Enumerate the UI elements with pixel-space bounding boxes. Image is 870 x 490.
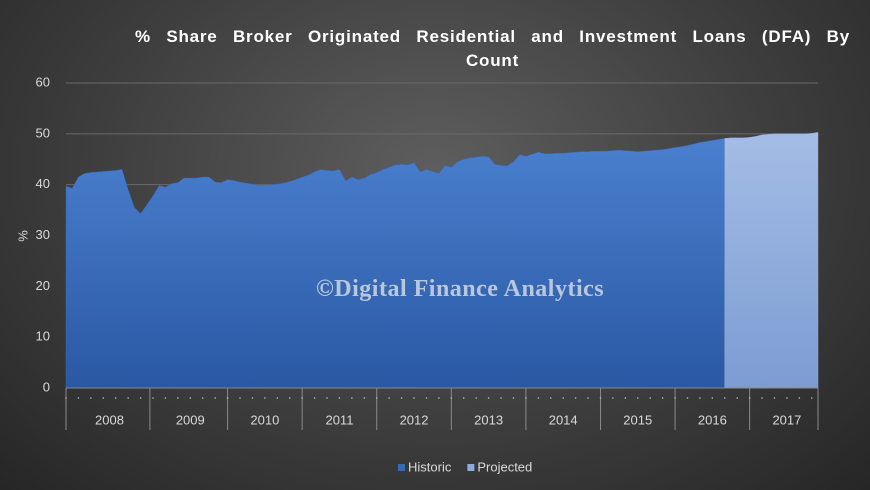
x-minor-tick bbox=[201, 397, 204, 399]
x-minor-tick bbox=[736, 397, 739, 399]
x-minor-tick bbox=[65, 397, 67, 399]
y-tick-label: 0 bbox=[43, 379, 50, 394]
x-minor-tick bbox=[189, 397, 192, 399]
x-minor-tick bbox=[226, 397, 229, 399]
x-minor-tick bbox=[214, 397, 216, 399]
x-minor-tick bbox=[587, 397, 589, 399]
x-minor-tick bbox=[251, 397, 254, 399]
x-minor-tick bbox=[264, 397, 266, 399]
y-tick-label: 60 bbox=[36, 74, 50, 89]
x-minor-tick bbox=[723, 397, 726, 399]
x-tick-label: 2008 bbox=[95, 412, 124, 427]
x-minor-tick bbox=[139, 397, 142, 399]
x-minor-tick bbox=[177, 397, 179, 399]
x-tick-label: 2010 bbox=[250, 412, 279, 427]
x-minor-tick bbox=[674, 397, 676, 399]
x-minor-tick bbox=[127, 397, 129, 399]
x-minor-tick bbox=[786, 397, 788, 399]
x-minor-tick bbox=[338, 397, 341, 399]
x-minor-tick bbox=[562, 397, 564, 399]
x-minor-tick bbox=[612, 397, 614, 399]
x-minor-tick bbox=[425, 397, 428, 399]
x-minor-tick bbox=[326, 397, 328, 399]
x-minor-tick bbox=[487, 397, 490, 399]
x-tick-label: 2015 bbox=[623, 412, 652, 427]
x-minor-tick bbox=[351, 397, 353, 399]
x-minor-tick bbox=[77, 397, 80, 399]
y-tick-label: 10 bbox=[36, 329, 50, 344]
x-minor-tick bbox=[549, 397, 552, 399]
x-minor-tick bbox=[239, 397, 241, 399]
x-minor-tick bbox=[114, 397, 117, 399]
x-minor-tick bbox=[400, 397, 403, 399]
x-minor-tick bbox=[761, 397, 763, 399]
x-minor-tick bbox=[525, 397, 527, 399]
x-minor-tick bbox=[450, 397, 453, 399]
x-minor-tick bbox=[773, 397, 776, 399]
legend-label: Projected bbox=[477, 459, 532, 474]
x-minor-tick bbox=[512, 397, 515, 399]
y-tick-label: 30 bbox=[36, 227, 50, 242]
x-minor-tick bbox=[599, 397, 602, 399]
x-tick-label: 2012 bbox=[400, 412, 429, 427]
x-minor-tick bbox=[375, 397, 378, 399]
watermark: ©Digital Finance Analytics bbox=[315, 276, 605, 302]
x-minor-tick bbox=[301, 397, 303, 399]
x-minor-tick bbox=[661, 397, 664, 399]
x-minor-tick bbox=[388, 397, 390, 399]
x-minor-tick bbox=[313, 397, 316, 399]
area bbox=[724, 132, 819, 389]
x-minor-tick bbox=[413, 397, 415, 399]
x-minor-tick bbox=[798, 397, 801, 399]
x-minor-tick bbox=[102, 397, 105, 399]
x-minor-tick bbox=[288, 397, 291, 399]
x-minor-tick bbox=[276, 397, 279, 399]
x-minor-tick bbox=[699, 397, 701, 399]
x-minor-tick bbox=[363, 397, 366, 399]
x-tick-label: 2014 bbox=[549, 412, 578, 427]
x-minor-tick bbox=[537, 397, 540, 399]
x-minor-tick bbox=[686, 397, 689, 399]
area bbox=[65, 138, 726, 389]
legend-label: Historic bbox=[408, 459, 452, 474]
x-minor-tick bbox=[500, 397, 502, 399]
x-minor-tick bbox=[636, 397, 639, 399]
x-tick-label: 2013 bbox=[474, 412, 503, 427]
x-minor-tick bbox=[649, 397, 651, 399]
y-tick-label: 20 bbox=[36, 278, 50, 293]
x-minor-tick bbox=[90, 397, 92, 399]
legend-swatch bbox=[467, 464, 475, 471]
x-minor-tick bbox=[462, 397, 465, 399]
x-tick-label: 2016 bbox=[698, 412, 727, 427]
x-minor-tick bbox=[711, 397, 714, 399]
x-tick-label: 2009 bbox=[176, 412, 205, 427]
y-tick-label: 50 bbox=[36, 125, 50, 140]
x-minor-tick bbox=[624, 397, 627, 399]
x-minor-tick bbox=[164, 397, 167, 399]
y-tick-label: 40 bbox=[36, 176, 50, 191]
x-tick-label: 2017 bbox=[772, 412, 801, 427]
x-tick-label: 2011 bbox=[325, 412, 353, 427]
x-minor-tick bbox=[574, 397, 577, 399]
x-minor-tick bbox=[810, 397, 813, 399]
chart-title: % Share Broker Originated Residential an… bbox=[135, 27, 850, 70]
x-minor-tick bbox=[475, 397, 477, 399]
legend-swatch bbox=[398, 464, 405, 471]
x-minor-tick bbox=[152, 397, 154, 399]
x-minor-tick bbox=[438, 397, 440, 399]
y-axis-label: % bbox=[15, 230, 30, 242]
x-minor-tick bbox=[748, 397, 751, 399]
